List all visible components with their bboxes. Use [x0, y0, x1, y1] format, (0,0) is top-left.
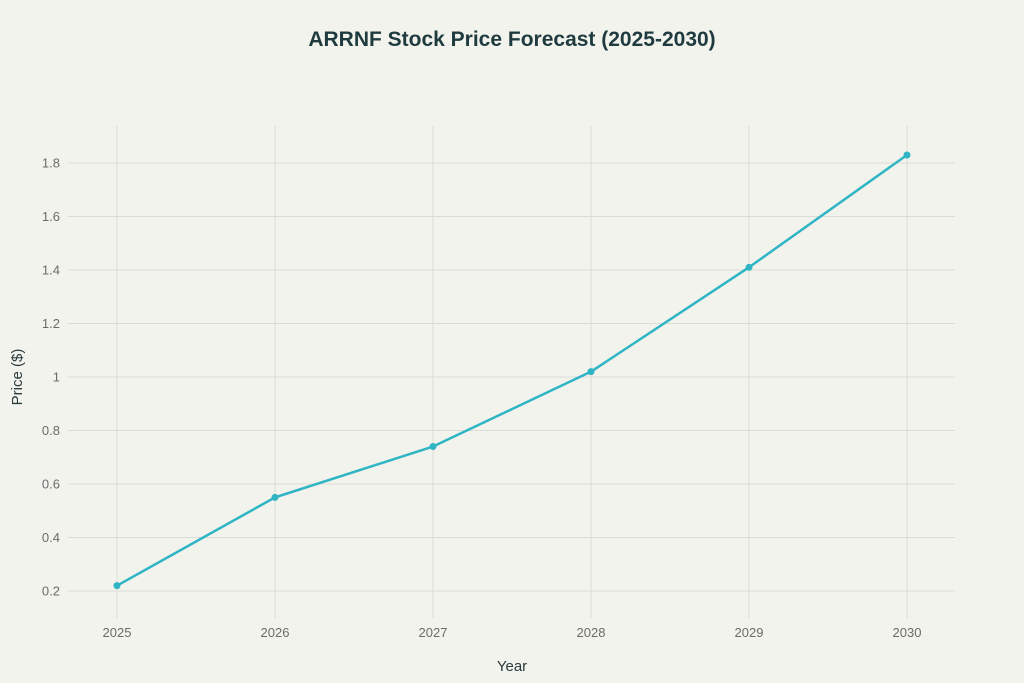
x-tick-label: 2029	[735, 625, 764, 640]
y-tick-label: 0.6	[42, 477, 60, 492]
x-tick-label: 2026	[261, 625, 290, 640]
x-tick-label: 2030	[893, 625, 922, 640]
y-tick-label: 1.4	[42, 263, 60, 278]
data-point	[113, 582, 121, 590]
y-tick-label: 1.6	[42, 209, 60, 224]
x-tick-label: 2025	[103, 625, 132, 640]
y-tick-label: 0.2	[42, 584, 60, 599]
data-point	[587, 368, 595, 376]
y-tick-labels: 0.2 0.4 0.6 0.8 1 1.2 1.4 1.6 1.8	[42, 156, 60, 599]
x-tick-label: 2027	[419, 625, 448, 640]
data-point	[271, 493, 279, 501]
y-tick-label: 0.4	[42, 530, 60, 545]
x-axis-label: Year	[497, 658, 527, 675]
y-axis-label: Price ($)	[9, 349, 26, 406]
data-point	[745, 263, 753, 271]
x-tick-labels: 2025 2026 2027 2028 2029 2030	[103, 625, 922, 640]
series-line	[116, 153, 908, 587]
x-tick-label: 2028	[577, 625, 606, 640]
data-point	[903, 151, 911, 159]
data-point	[429, 443, 437, 451]
series	[113, 151, 911, 590]
y-tick-label: 0.8	[42, 423, 60, 438]
y-tick-label: 1	[53, 370, 60, 385]
y-tick-label: 1.2	[42, 316, 60, 331]
chart-title: ARRNF Stock Price Forecast (2025-2030)	[308, 28, 716, 51]
y-tick-label: 1.8	[42, 156, 60, 171]
grid	[68, 126, 955, 618]
